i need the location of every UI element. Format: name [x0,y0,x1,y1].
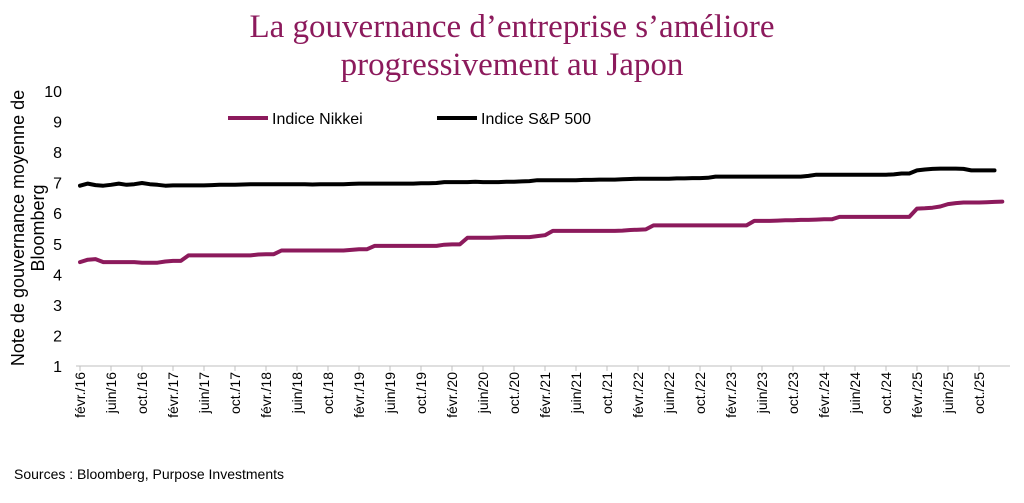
y-axis-label-line-1: Note de gouvernance moyenne de [8,90,28,366]
x-axis: févr./16 juin/16 oct./16 févr./17 juin/17 oct… [72,365,1010,418]
y-tick-label: 8 [53,145,62,162]
legend-label-nikkei: Indice Nikkei [272,111,363,128]
x-tick-label: oct./17 [227,372,243,414]
x-tick-label: oct./20 [506,372,522,414]
chart-title-line-1: La gouvernance d’entreprise s’améliore [249,9,775,45]
x-tick-label: oct./22 [692,372,708,414]
x-tick-label: oct./23 [785,372,801,414]
y-tick-label: 9 [53,115,62,132]
series-line-sp500 [78,166,997,188]
y-axis: 1 2 3 4 5 6 7 8 9 10 [44,84,62,376]
x-tick-label: févr./25 [909,372,925,418]
x-tick-label: févr./22 [630,372,646,418]
y-tick-label: 3 [53,298,62,315]
y-axis-label-line-2: Bloomberg [28,184,48,271]
chart-title-line-2: progressivement au Japon [340,47,684,83]
x-tick-label: juin/20 [475,372,491,414]
x-tick-label: févr./23 [723,372,739,418]
x-tick-label: févr./18 [258,372,274,418]
x-tick-label: oct./24 [878,372,894,414]
source-note: Sources : Bloomberg, Purpose Investments [14,466,285,482]
x-tick-label: juin/22 [661,372,677,414]
y-tick-label: 4 [53,267,62,284]
x-tick-label: févr./20 [444,372,460,418]
x-tick-label: juin/17 [196,372,212,414]
y-tick-label: 2 [53,328,62,345]
x-tick-label: juin/19 [382,372,398,414]
x-tick-label: févr./19 [351,372,367,418]
y-tick-label: 6 [53,206,62,223]
x-tick-label: oct./16 [134,372,150,414]
chart-title: La gouvernance d’entreprise s’améliore p… [0,8,1024,84]
y-tick-label: 10 [44,84,62,101]
x-tick-label: juin/16 [103,372,119,414]
x-tick-label: juin/23 [754,372,770,414]
x-tick-label: févr./24 [816,372,832,418]
x-tick-label: juin/25 [940,372,956,414]
x-tick-label: juin/18 [289,372,305,414]
x-tick-label: oct./19 [413,372,429,414]
x-tick-label: oct./25 [971,372,987,414]
x-tick-label: juin/24 [847,372,863,414]
x-tick-label: oct./21 [599,372,615,414]
x-tick-label: févr./17 [165,372,181,418]
legend-label-sp500: Indice S&P 500 [481,111,591,128]
x-tick-label: oct./18 [320,372,336,414]
legend: Indice Nikkei Indice S&P 500 [228,111,591,128]
x-tick-label: juin/21 [568,372,584,414]
x-tick-label: févr./21 [537,372,553,418]
y-tick-label: 5 [53,237,62,254]
y-tick-label: 7 [53,176,62,193]
y-tick-label: 1 [53,359,62,376]
x-tick-label: févr./16 [72,372,88,418]
series-line-nikkei [78,199,1005,265]
